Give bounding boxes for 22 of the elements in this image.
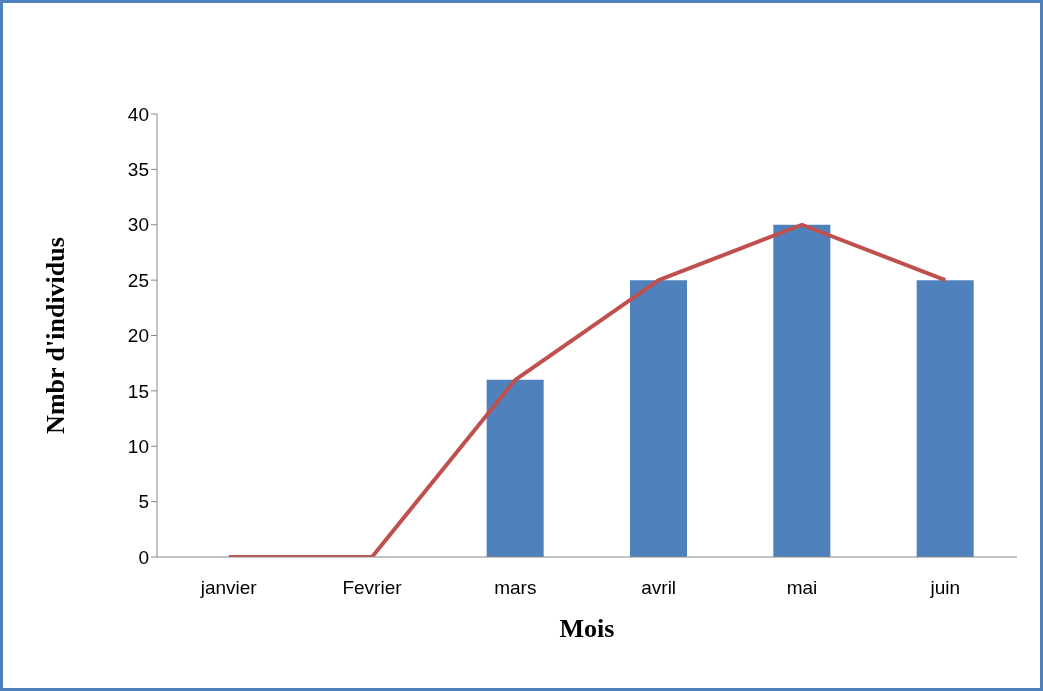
y-tick-label: 40: [127, 103, 149, 125]
bar: [630, 280, 687, 557]
x-tick-label: Fevrier: [342, 577, 403, 599]
y-tick-label: 25: [127, 269, 149, 291]
x-axis-title: Mois: [559, 614, 615, 643]
x-tick-label: mai: [786, 577, 818, 599]
y-tick-label: 20: [127, 325, 149, 347]
bar: [916, 280, 974, 557]
x-tick-label: janvier: [199, 577, 258, 599]
bar: [773, 224, 831, 557]
y-tick-label: 10: [127, 435, 149, 457]
line-series: [226, 222, 948, 557]
y-tick-label: 35: [127, 159, 149, 181]
y-tick-label: 30: [127, 214, 149, 236]
y-tick-label: 15: [127, 380, 149, 402]
y-tick-label: 0: [138, 546, 149, 568]
y-axis-title: Nmbr d'individus: [41, 237, 71, 434]
x-tick-label: juin: [929, 577, 961, 599]
x-tick-label: avril: [641, 577, 677, 599]
y-tick-label: 5: [138, 491, 149, 513]
x-tick-label: mars: [494, 577, 537, 599]
bar: [486, 379, 544, 557]
